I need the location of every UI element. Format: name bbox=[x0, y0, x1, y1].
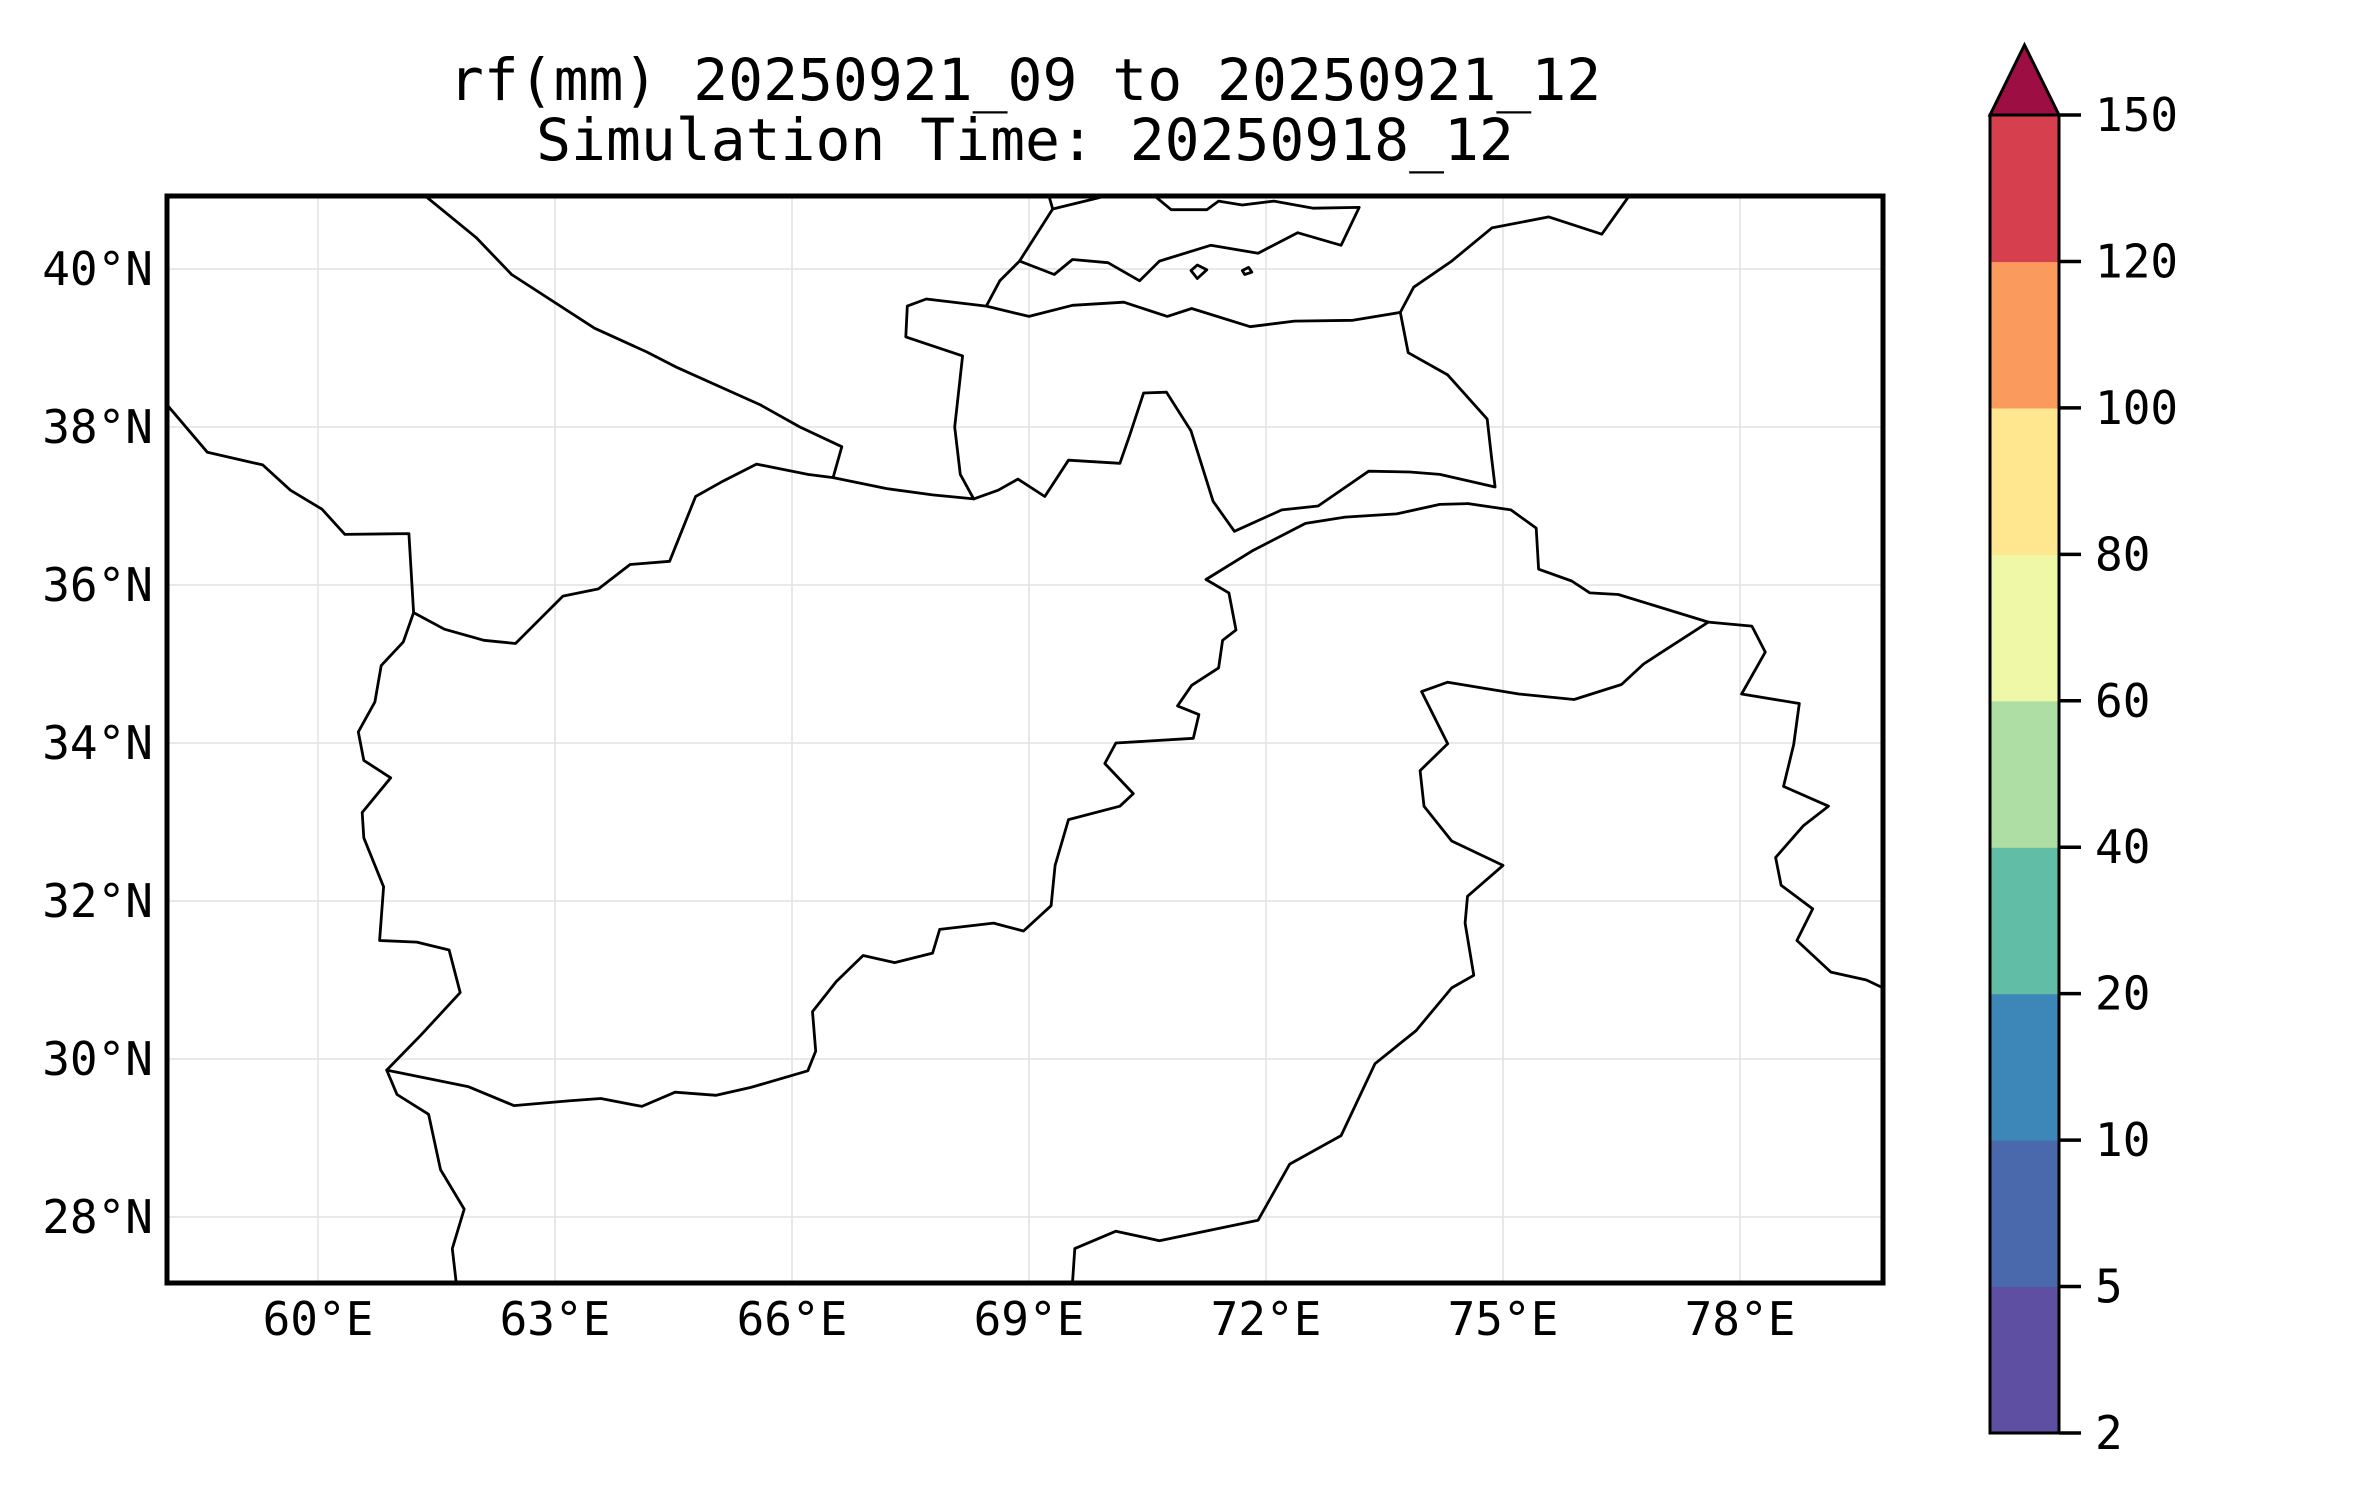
colorbar-segment bbox=[1990, 115, 2059, 263]
colorbar-segment bbox=[1990, 554, 2059, 702]
y-tick-label: 32°N bbox=[42, 874, 153, 928]
colorbar-tick-label: 60 bbox=[2095, 674, 2150, 728]
colorbar-segment bbox=[1990, 261, 2059, 409]
colorbar-over-arrow bbox=[1987, 41, 2062, 117]
border-enclave-sokh bbox=[1189, 263, 1209, 280]
border-iran-east-chain bbox=[167, 403, 466, 1283]
y-tick-label: 40°N bbox=[42, 242, 153, 296]
y-tick-label: 28°N bbox=[42, 1190, 153, 1244]
colorbar-tick-label: 100 bbox=[2095, 381, 2178, 435]
border-turkmen-uzbek bbox=[423, 196, 844, 480]
border-fergana-rim bbox=[1018, 196, 1361, 283]
x-tick-label: 66°E bbox=[737, 1292, 848, 1346]
x-tick-label: 63°E bbox=[500, 1292, 611, 1346]
colorbar-segment bbox=[1990, 700, 2059, 848]
y-tick-label: 36°N bbox=[42, 558, 153, 612]
colorbar-segment bbox=[1990, 993, 2059, 1141]
y-tick-label: 34°N bbox=[42, 716, 153, 770]
map-axes-frame bbox=[164, 193, 1886, 1286]
colorbar-outline bbox=[1988, 113, 2061, 1435]
plot-title-line1: rf(mm) 20250921_09 to 20250921_12 bbox=[449, 46, 1601, 114]
graticule-gridlines bbox=[167, 196, 1883, 1283]
colorbar-segment bbox=[1990, 1140, 2059, 1288]
colorbar-tick-label: 150 bbox=[2095, 88, 2178, 142]
y-tick-label: 30°N bbox=[42, 1032, 153, 1086]
border-pak-india bbox=[1071, 652, 1661, 1283]
colorbar-tick-label: 120 bbox=[2095, 234, 2178, 288]
longitude-tick-labels: 60°E 63°E 66°E 69°E 72°E 75°E 78°E bbox=[263, 1292, 1796, 1346]
x-tick-label: 60°E bbox=[263, 1292, 374, 1346]
x-tick-label: 78°E bbox=[1685, 1292, 1796, 1346]
y-tick-label: 38°N bbox=[42, 400, 153, 454]
x-tick-label: 72°E bbox=[1211, 1292, 1322, 1346]
colorbar-tick-label: 5 bbox=[2095, 1260, 2123, 1314]
border-tajik-uzbek-west bbox=[904, 196, 1055, 501]
colorbar-tick-label: 40 bbox=[2095, 820, 2150, 874]
border-india-china-east bbox=[1707, 620, 1883, 990]
colorbar-segment bbox=[1990, 847, 2059, 995]
border-turkmen-afghan bbox=[412, 462, 835, 645]
latitude-tick-labels: 40°N 38°N 36°N 34°N 32°N 30°N 28°N bbox=[42, 242, 153, 1244]
border-enclave-shakhimardan bbox=[1240, 265, 1254, 276]
colorbar-tick-label: 10 bbox=[2095, 1113, 2150, 1167]
x-tick-label: 69°E bbox=[974, 1292, 1085, 1346]
plot-title-line2: Simulation Time: 20250918_12 bbox=[536, 106, 1514, 174]
colorbar-tick-label: 20 bbox=[2095, 967, 2150, 1021]
colorbar-tick-label: 2 bbox=[2095, 1406, 2123, 1460]
border-kashmir-straight-lines bbox=[1466, 502, 1710, 656]
border-durand-line bbox=[385, 502, 1470, 1108]
colorbar-segment bbox=[1990, 407, 2059, 555]
border-afghan-north-wakhan-china bbox=[831, 196, 1631, 533]
colorbar-segment bbox=[1990, 1286, 2059, 1434]
country-borders bbox=[167, 196, 1883, 1283]
colorbar-tick-label: 80 bbox=[2095, 527, 2150, 581]
border-kyrgyz-tajik bbox=[984, 300, 1402, 329]
x-tick-label: 75°E bbox=[1448, 1292, 1559, 1346]
colorbar: 2 5 10 20 40 60 80 100 120 150 bbox=[1987, 41, 2178, 1460]
